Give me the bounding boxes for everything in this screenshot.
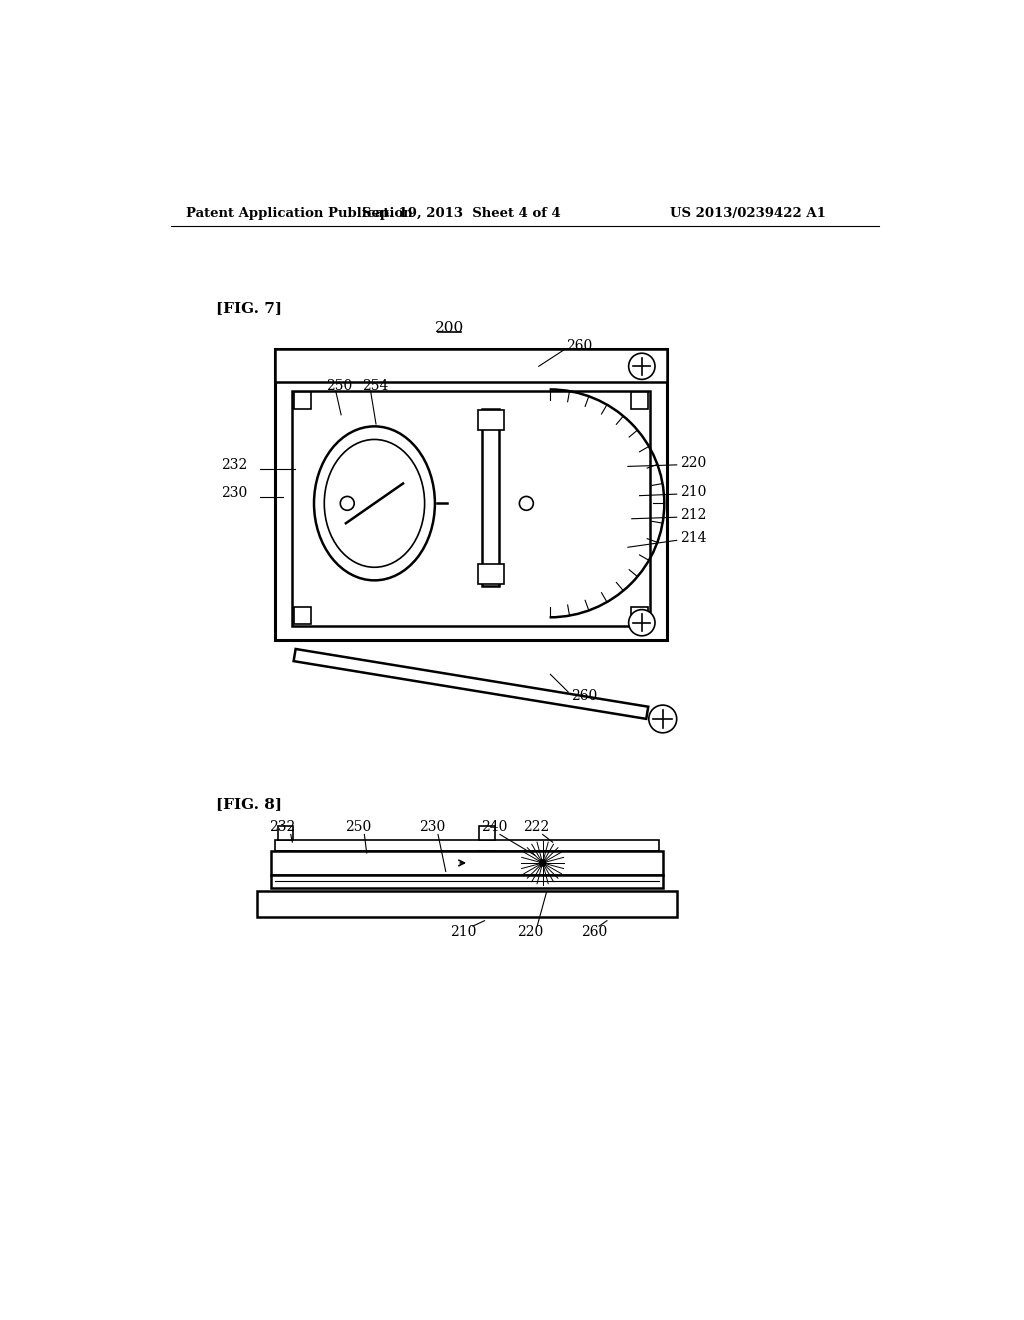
Text: 220: 220 — [517, 925, 544, 940]
Text: 260: 260 — [582, 925, 607, 940]
Bar — [278, 826, 293, 840]
Text: 254: 254 — [362, 379, 388, 392]
Text: 232: 232 — [221, 458, 247, 471]
Text: 232: 232 — [269, 820, 295, 834]
Text: 212: 212 — [680, 508, 707, 521]
Text: Patent Application Publication: Patent Application Publication — [186, 207, 413, 220]
Text: 240: 240 — [481, 820, 508, 834]
Text: 230: 230 — [420, 820, 445, 834]
Text: 260: 260 — [571, 689, 598, 702]
Text: 250: 250 — [345, 820, 372, 834]
Circle shape — [629, 610, 655, 636]
Bar — [477, 564, 504, 585]
Text: US 2013/0239422 A1: US 2013/0239422 A1 — [671, 207, 826, 220]
Bar — [292, 391, 649, 626]
Text: 200: 200 — [435, 321, 464, 335]
Circle shape — [649, 705, 677, 733]
Bar — [257, 891, 677, 917]
Bar — [479, 826, 495, 840]
Bar — [275, 840, 658, 851]
Bar — [275, 350, 667, 640]
Circle shape — [629, 354, 655, 379]
Text: Sep. 19, 2013  Sheet 4 of 4: Sep. 19, 2013 Sheet 4 of 4 — [361, 207, 560, 220]
Circle shape — [340, 496, 354, 511]
Bar — [631, 392, 648, 409]
Bar — [482, 409, 500, 586]
Circle shape — [519, 496, 534, 511]
Text: 214: 214 — [680, 531, 707, 545]
Bar — [271, 851, 663, 875]
Ellipse shape — [325, 440, 425, 568]
Text: 222: 222 — [523, 820, 550, 834]
Text: 210: 210 — [680, 484, 707, 499]
Bar — [294, 392, 311, 409]
Ellipse shape — [314, 426, 435, 581]
Text: 210: 210 — [450, 925, 476, 940]
Text: 220: 220 — [680, 455, 707, 470]
Text: 230: 230 — [221, 486, 247, 500]
Bar — [294, 607, 311, 624]
Text: 250: 250 — [326, 379, 352, 392]
Text: 260: 260 — [566, 338, 592, 352]
Bar — [477, 411, 504, 430]
Bar — [631, 607, 648, 624]
Circle shape — [539, 859, 547, 867]
Bar — [275, 350, 667, 381]
Text: [FIG. 7]: [FIG. 7] — [216, 301, 282, 315]
Bar — [271, 875, 663, 888]
Polygon shape — [294, 649, 648, 719]
Text: [FIG. 8]: [FIG. 8] — [216, 797, 282, 810]
